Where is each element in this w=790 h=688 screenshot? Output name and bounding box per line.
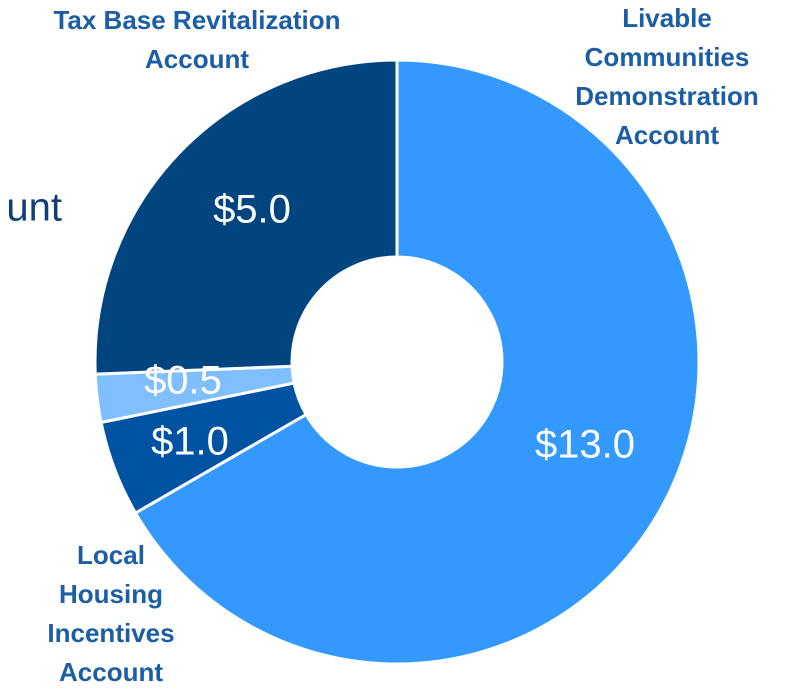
slice (133, 58, 701, 666)
value-label: $13.0 (535, 423, 635, 467)
slice (93, 58, 399, 376)
category-label: Local Housing Incentives Account (47, 540, 174, 687)
value-label: $1.0 (151, 420, 229, 464)
value-label: $0.5 (144, 359, 222, 403)
category-label: Tax Base Revitalization Account (53, 5, 340, 74)
category-label: unt (6, 186, 62, 230)
category-label: Livable Communities Demonstration Account (575, 3, 758, 150)
value-label: $5.0 (213, 188, 291, 232)
